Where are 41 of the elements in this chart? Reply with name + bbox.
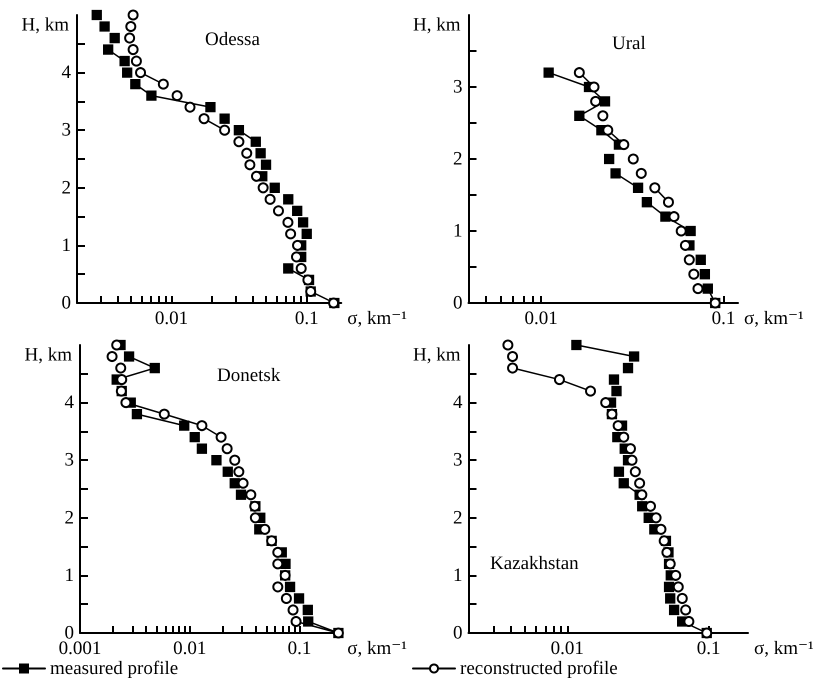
y-tick-label: 1 bbox=[453, 220, 462, 242]
y-tick-label: 2 bbox=[453, 148, 462, 170]
y-tick-label: 1 bbox=[62, 234, 71, 256]
x-tick-label: 0.1 bbox=[712, 308, 736, 329]
y-tick-label: 2 bbox=[453, 507, 462, 528]
y-tick-label: 1 bbox=[64, 564, 74, 586]
x-tick-label: 0.01 bbox=[550, 638, 584, 659]
legend-label: measured profile bbox=[50, 658, 178, 679]
x-tick-label: 0.1 bbox=[294, 308, 319, 329]
y-tick-label: 3 bbox=[453, 450, 462, 471]
x-axis-title: σ, km⁻¹ bbox=[754, 638, 814, 659]
y-tick-label: 3 bbox=[64, 450, 74, 471]
y-tick-label: 3 bbox=[62, 120, 71, 141]
text: Odessa bbox=[205, 29, 260, 50]
y-tick-label: 4 bbox=[453, 392, 463, 414]
y-axis-title: H, km bbox=[413, 344, 461, 366]
x-tick-label: 0.1 bbox=[288, 638, 312, 659]
y-axis-title: H, km bbox=[22, 14, 70, 36]
text: Ural bbox=[612, 33, 646, 54]
x-tick-label: 0.01 bbox=[524, 308, 558, 329]
x-tick-label: 0.01 bbox=[173, 638, 206, 659]
x-axis-title: σ, km⁻¹ bbox=[744, 308, 804, 329]
y-axis-title: H, km bbox=[413, 14, 461, 36]
y-tick-label: 1 bbox=[453, 564, 462, 586]
legend-label: reconstructed profile bbox=[460, 658, 618, 679]
y-tick-label: 2 bbox=[62, 177, 71, 198]
y-tick-label: 2 bbox=[64, 507, 74, 528]
y-axis-title: H, km bbox=[24, 344, 72, 366]
y-tick-label: 0 bbox=[62, 292, 71, 314]
x-axis-title: σ, km⁻¹ bbox=[347, 638, 408, 659]
text: Kazakhstan bbox=[490, 553, 580, 574]
x-tick-label: 0.1 bbox=[696, 638, 720, 659]
text: Donetsk bbox=[217, 365, 281, 386]
y-tick-label: 4 bbox=[64, 392, 74, 414]
x-tick-label: 0.01 bbox=[154, 308, 188, 329]
y-tick-label: 3 bbox=[453, 76, 462, 98]
y-tick-label: 0 bbox=[453, 292, 462, 314]
y-tick-label: 4 bbox=[62, 62, 72, 84]
y-tick-label: 0 bbox=[453, 622, 462, 644]
x-tick-label: 0.001 bbox=[58, 638, 102, 659]
x-axis-title: σ, km⁻¹ bbox=[347, 308, 408, 329]
